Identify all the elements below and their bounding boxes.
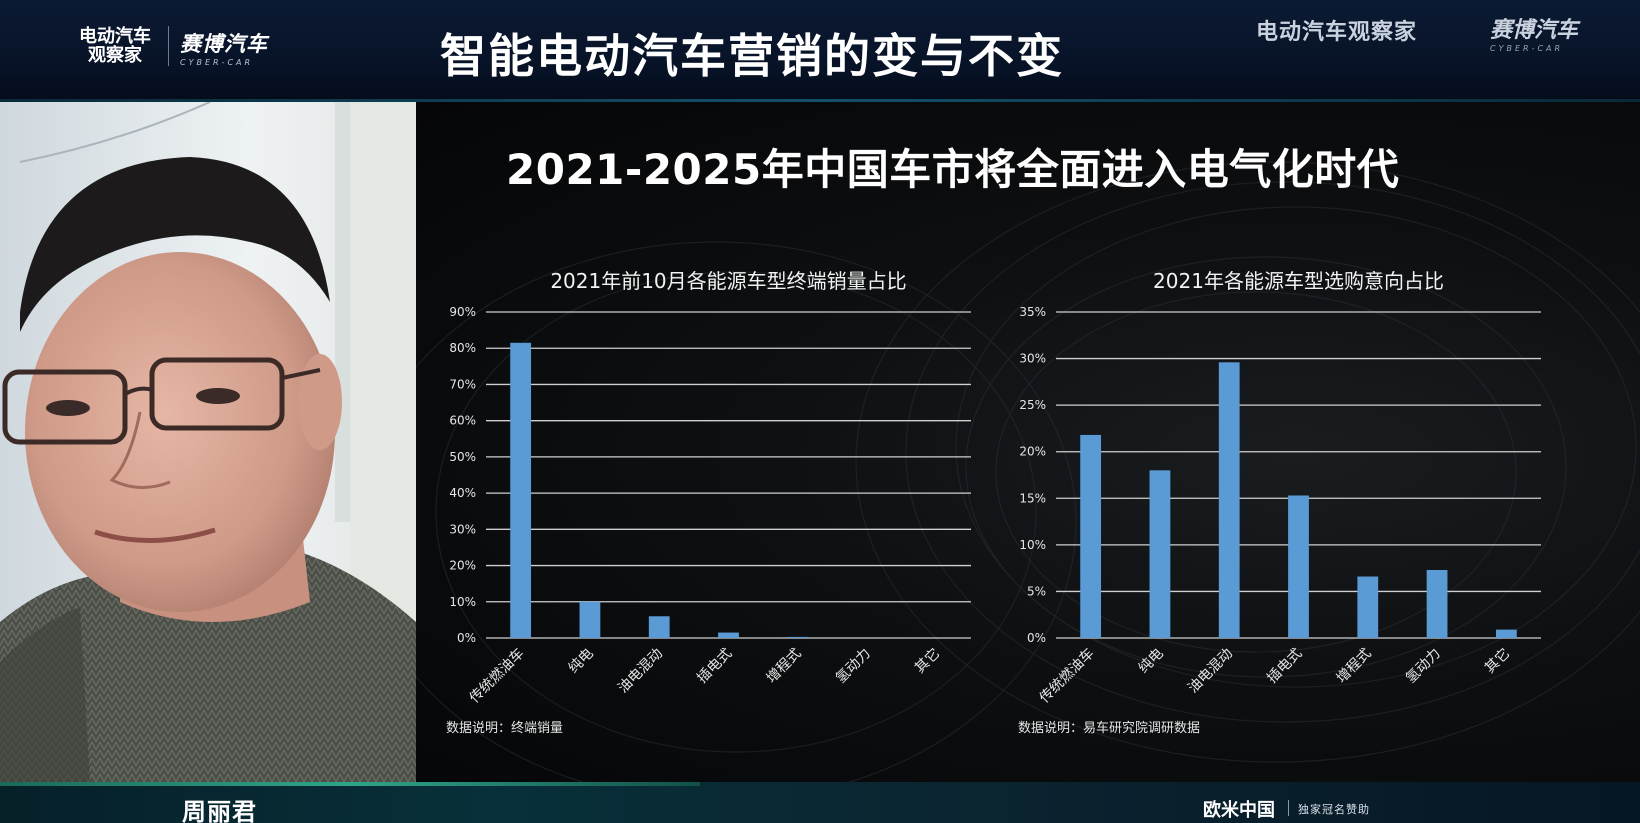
y-tick-label: 10% (1019, 538, 1046, 552)
chart-purchase-intent: 2021年各能源车型选购意向占比 0% 5% 10% 15% 20% 25% 30% 35% 传统… (1018, 269, 1541, 736)
chart-title: 2021年各能源车型选购意向占比 (1153, 269, 1444, 293)
y-tick-label: 90% (449, 305, 476, 319)
y-tick-label: 30% (449, 522, 476, 536)
sponsor-divider (1288, 800, 1289, 816)
sponsor-label: 独家冠名赞助 (1298, 803, 1370, 816)
bar (1080, 434, 1102, 638)
ev-observer-logo-line1: 电动汽车 (79, 26, 151, 48)
y-tick-label: 25% (1019, 398, 1046, 412)
speaker-video (0, 102, 416, 782)
data-note: 数据说明：终端销量 (446, 720, 563, 736)
x-category-label: 插电式 (1264, 646, 1305, 687)
y-tick-label: 80% (449, 341, 476, 355)
cyber-car-logo: 赛博汽车 CYBER-CAR (180, 22, 290, 72)
top-banner: 电动汽车 观察家 赛博汽车 CYBER-CAR 智能电动汽车营销的变与不变 电动… (0, 0, 1640, 102)
event-title: 智能电动汽车营销的变与不变 (440, 29, 1064, 83)
x-category-label: 增程式 (764, 646, 805, 687)
cyber-car-watermark-cn: 赛博汽车 (1490, 18, 1579, 43)
x-category-label: 增程式 (1334, 646, 1375, 687)
bar (1495, 629, 1517, 638)
y-tick-label: 30% (1019, 352, 1046, 366)
data-note: 数据说明：易车研究院调研数据 (1018, 720, 1200, 736)
bottom-bar (0, 782, 1640, 823)
y-tick-label: 20% (1019, 445, 1046, 459)
logo-divider (168, 26, 169, 66)
ev-observer-logo: 电动汽车 观察家 (50, 22, 180, 72)
x-category-label: 插电式 (694, 646, 735, 687)
y-tick-label: 60% (449, 414, 476, 428)
x-category-label: 其它 (1481, 645, 1513, 677)
bar (648, 616, 670, 638)
y-tick-label: 15% (1019, 491, 1046, 505)
x-category-label: 油电混动 (615, 646, 666, 697)
x-category-label: 油电混动 (1185, 646, 1236, 697)
x-category-label: 氢动力 (1403, 646, 1444, 687)
bar (1149, 470, 1171, 638)
cyber-car-logo-cn: 赛博汽车 (180, 31, 268, 56)
y-tick-label: 5% (1027, 584, 1046, 598)
speaker-name: 周丽君 (182, 798, 257, 823)
bar (718, 632, 739, 638)
cyber-car-logo-en: CYBER-CAR (180, 57, 254, 67)
y-tick-label: 0% (1027, 631, 1046, 645)
presentation-slide: 2021-2025年中国车市将全面进入电气化时代 2021年前10月各能源车型终… (416, 102, 1640, 782)
speaker-portrait (0, 102, 416, 782)
bar (579, 601, 601, 638)
y-tick-label: 40% (449, 486, 476, 500)
y-tick-label: 50% (449, 450, 476, 464)
bar (1218, 362, 1240, 638)
y-tick-label: 0% (457, 631, 476, 645)
bar (1288, 495, 1309, 638)
x-category-label: 其它 (911, 645, 943, 677)
y-tick-label: 20% (449, 559, 476, 573)
x-category-label: 纯电 (566, 646, 597, 677)
bar (1426, 570, 1448, 638)
ev-observer-watermark: 电动汽车观察家 (1256, 20, 1418, 45)
y-tick-label: 10% (449, 595, 476, 609)
slide-title: 2021-2025年中国车市将全面进入电气化时代 (506, 145, 1400, 194)
y-tick-label: 70% (449, 377, 476, 391)
x-category-label: 纯电 (1136, 646, 1167, 677)
y-tick-label: 35% (1019, 305, 1046, 319)
bar (787, 636, 809, 638)
bar (1357, 576, 1379, 638)
sponsor-logo: 欧米中国 (1203, 800, 1275, 821)
chart-title: 2021年前10月各能源车型终端销量占比 (550, 269, 906, 293)
cyber-car-watermark-en: CYBER-CAR (1490, 44, 1564, 53)
cyber-car-watermark: 赛博汽车 CYBER-CAR (1490, 12, 1600, 53)
x-category-label: 传统燃油车 (1036, 645, 1098, 707)
bar (510, 342, 532, 638)
x-category-label: 传统燃油车 (466, 645, 528, 707)
ev-observer-logo-line2: 观察家 (88, 45, 142, 66)
slide-swirl-background (416, 161, 1640, 782)
x-category-label: 氢动力 (833, 646, 874, 687)
chart-sales-share: 2021年前10月各能源车型终端销量占比 0% 10% 20% 30% 40% 50% 60%… (446, 269, 971, 736)
